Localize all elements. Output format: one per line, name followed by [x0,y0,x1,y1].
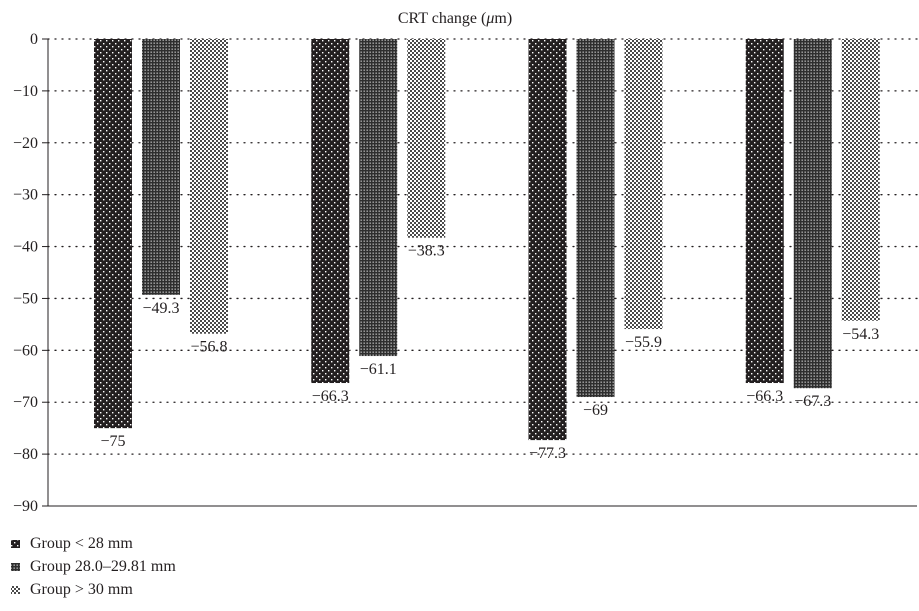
data-label: −75 [100,433,125,450]
bar [624,39,663,330]
y-tick-label: −30 [13,187,38,204]
bar [576,39,615,398]
bar-chart: CRT change (μm) 0 −10 −20 −30 −40 −50 −60 −70 −8… [13,10,918,515]
bar [841,39,880,321]
data-labels: −75 −66.3 −77.3 −66.3 −49.3 −61.1 −69 −67.3 −56.… [100,243,879,462]
y-tick-label: −50 [13,290,38,307]
data-label: −38.3 [408,243,445,260]
y-tick-label: −90 [13,498,38,515]
bar [359,39,398,357]
legend-label: Group > 30 mm [30,580,133,598]
bar [528,39,567,441]
data-label: −67.3 [794,393,831,410]
data-label: −69 [583,402,608,419]
data-label: −77.3 [529,445,566,462]
chart-title: CRT change (μm) [398,10,512,27]
legend: Group < 28 mm Group 28.0–29.81 mm Group … [10,532,176,601]
data-label: −61.1 [360,361,397,378]
data-label: −54.3 [842,326,879,343]
y-tick-label: −70 [13,394,38,411]
data-label: −49.3 [142,300,179,317]
legend-swatch-medium-dots-icon [11,562,20,571]
legend-swatch-dark-dots-icon [11,539,20,548]
y-tick-label: −20 [13,135,38,152]
bar [793,39,832,389]
legend-label: Group 28.0–29.81 mm [30,557,176,575]
bar [745,39,784,384]
y-tick-label: −40 [13,239,38,256]
bar [311,39,350,384]
grid-lines [47,38,918,455]
data-label: −66.3 [312,388,349,405]
data-label: −56.8 [190,339,227,356]
y-tick-label: −10 [13,83,38,100]
bars [94,39,880,441]
y-tick-label: −60 [13,342,38,359]
y-tick-label: −80 [13,446,38,463]
legend-item-group-28-29: Group 28.0–29.81 mm [10,555,176,578]
legend-item-group-lt-28: Group < 28 mm [10,532,176,555]
legend-label: Group < 28 mm [30,534,133,552]
bar [407,39,446,238]
y-tick-label: 0 [30,31,38,48]
data-label: −55.9 [625,334,662,351]
bar [190,39,228,334]
y-axis: 0 −10 −20 −30 −40 −50 −60 −70 −80 −90 [13,31,917,515]
legend-swatch-checker-icon [11,585,20,594]
bar [94,39,132,429]
bar [142,39,180,295]
legend-item-group-gt-30: Group > 30 mm [10,578,176,601]
data-label: −66.3 [746,388,783,405]
